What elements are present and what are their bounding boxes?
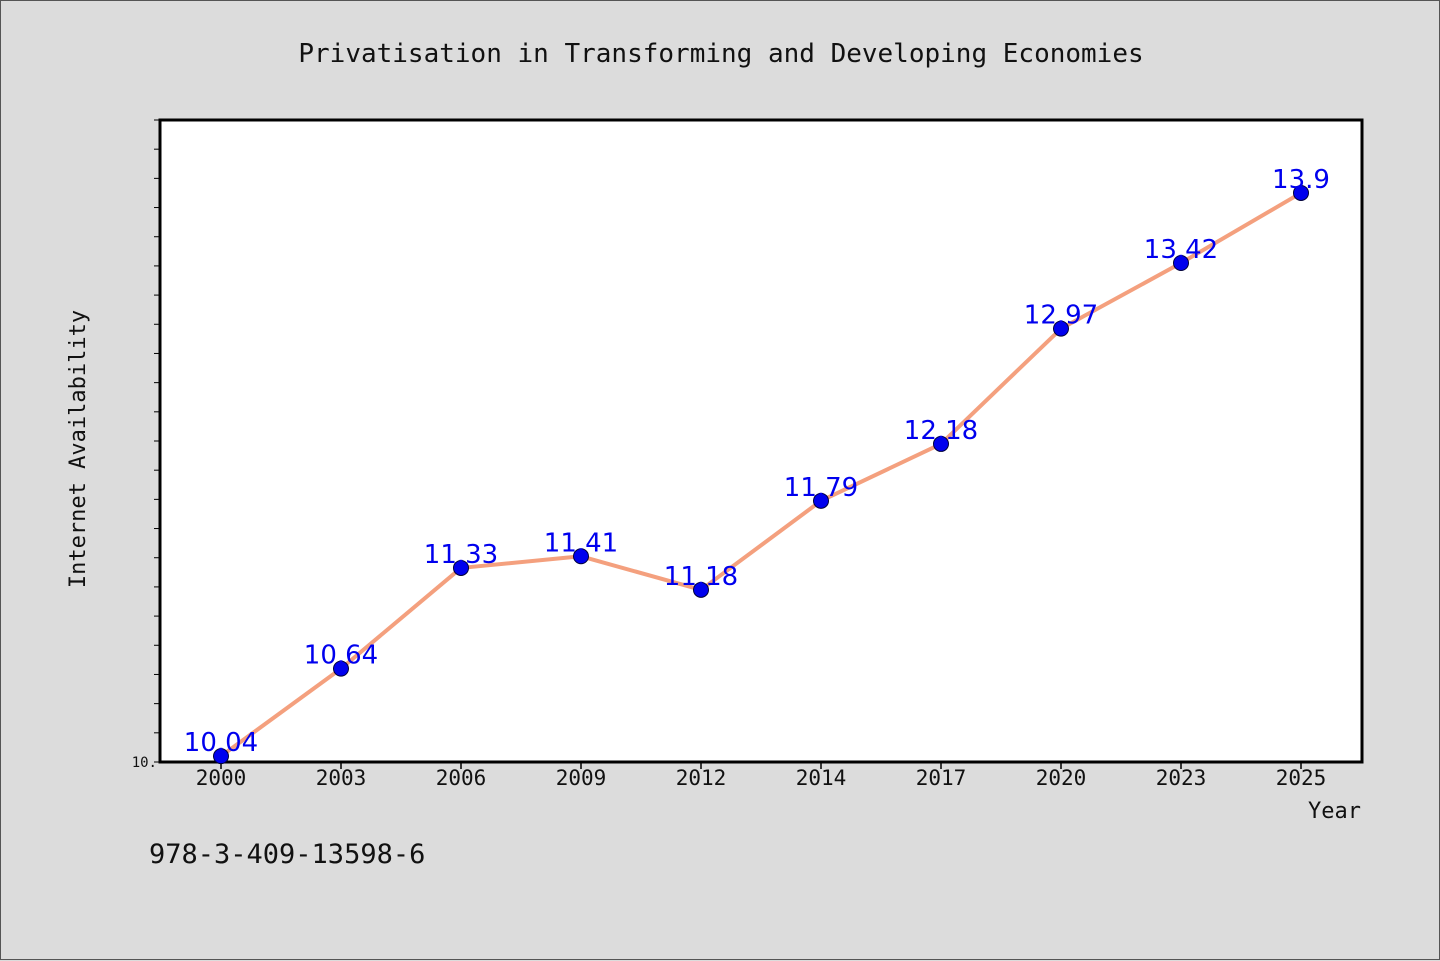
data-label: 11.33 — [424, 540, 498, 570]
data-point — [453, 559, 469, 576]
x-axis-ticks: 2000 2003 2006 2009 2012 2014 2017 2020 2023 2025 — [196, 762, 1327, 790]
series-layer — [213, 184, 1309, 765]
x-tick-label: 2014 — [796, 766, 847, 790]
data-label: 10.64 — [304, 641, 378, 671]
data-label: 13.42 — [1144, 235, 1218, 265]
x-tick-label: 2020 — [1036, 766, 1087, 790]
x-tick-label: 2009 — [556, 766, 607, 790]
data-point — [333, 660, 349, 677]
y-axis-ticks: 10. — [132, 119, 160, 771]
x-tick-label: 2012 — [676, 766, 727, 790]
chart-title: Privatisation in Transforming and Develo… — [298, 39, 1143, 69]
x-tick-label: 2006 — [436, 766, 487, 790]
data-point — [693, 581, 709, 598]
data-label: 10.04 — [184, 728, 258, 758]
y-tick-label: 10. — [132, 755, 157, 771]
x-tick-label: 2017 — [916, 766, 967, 790]
data-label: 12.18 — [904, 416, 978, 446]
data-label: 11.41 — [544, 528, 618, 558]
x-tick-label: 2003 — [316, 766, 367, 790]
data-point — [213, 748, 229, 765]
data-point — [933, 435, 949, 452]
data-point — [813, 492, 829, 509]
data-labels: 10.04 10.64 11.33 11.41 11.18 11.79 12.18 12.97… — [184, 165, 1330, 758]
x-tick-label: 2023 — [1156, 766, 1207, 790]
data-point — [1293, 184, 1309, 201]
x-tick-label: 2000 — [196, 766, 247, 790]
isbn-text: 978-3-409-13598-6 — [149, 839, 425, 870]
y-axis-label: Internet Availability — [66, 310, 91, 588]
series-line — [219, 191, 1303, 758]
data-point — [573, 548, 589, 565]
data-label: 12.97 — [1024, 301, 1098, 331]
x-tick-label: 2025 — [1276, 766, 1327, 790]
data-label: 13.9 — [1272, 165, 1330, 195]
x-axis-label: Year — [1308, 799, 1361, 824]
data-point — [1173, 254, 1189, 271]
data-label: 11.79 — [784, 473, 858, 503]
data-point — [1053, 320, 1069, 337]
data-label: 11.18 — [664, 562, 738, 592]
